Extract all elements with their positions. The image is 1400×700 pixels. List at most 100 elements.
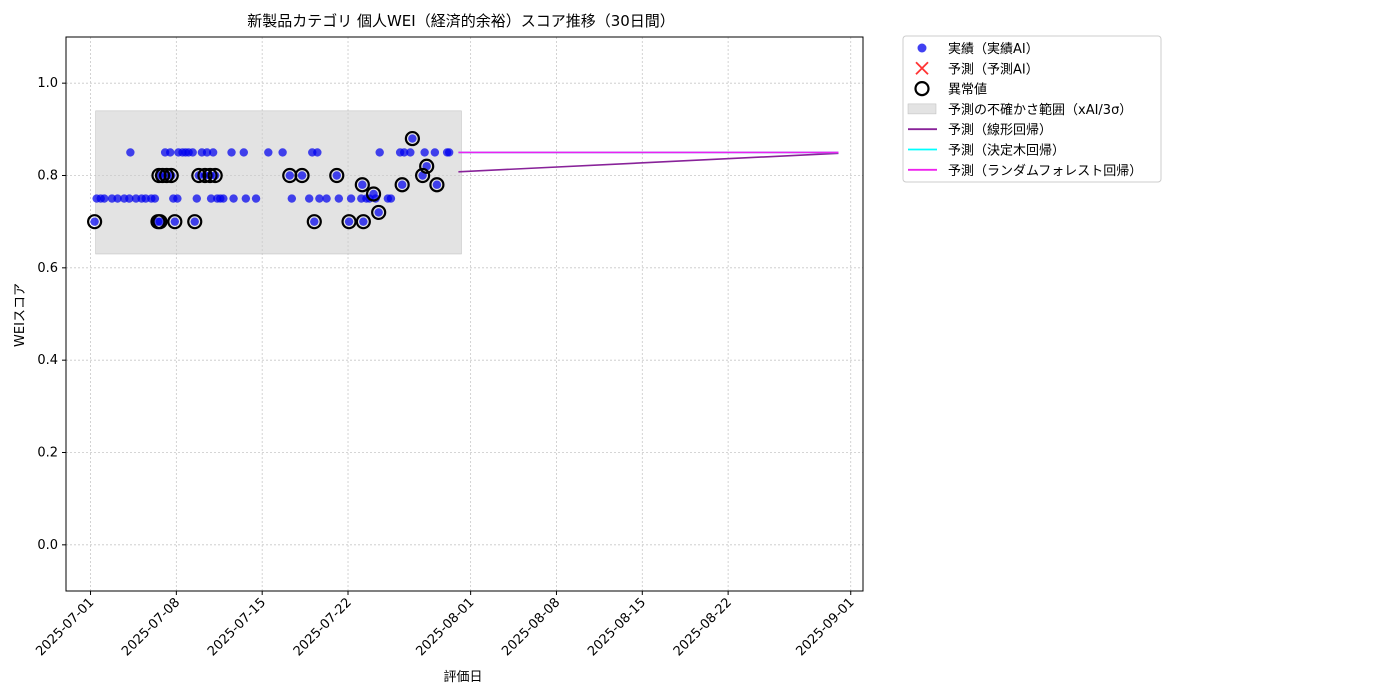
data-point <box>359 217 368 226</box>
anomaly-point <box>154 167 171 184</box>
data-point <box>166 148 175 157</box>
data-point <box>408 134 417 143</box>
anomaly-point <box>371 204 387 221</box>
legend-label: 予測（予測AI） <box>948 62 1039 77</box>
data-point <box>125 194 134 203</box>
data-point <box>202 148 212 157</box>
data-point <box>192 194 201 203</box>
data-point <box>100 194 109 203</box>
anomaly-point <box>306 214 322 230</box>
x-tick-label: 2025-07-15 <box>205 595 269 659</box>
legend-label: 異常値 <box>948 82 987 98</box>
legend-label: 予測（ランダムフォレスト回帰） <box>948 163 1142 179</box>
data-point <box>173 194 182 203</box>
data-point <box>322 194 331 203</box>
legend-label: 予測（線形回帰） <box>948 122 1052 138</box>
data-point <box>344 217 354 226</box>
legend-label: 予測（決定木回帰） <box>948 143 1065 159</box>
anomaly-point <box>419 158 435 174</box>
anomaly-point <box>167 214 183 230</box>
data-point <box>285 171 294 180</box>
y-tick-label: 0.0 <box>37 538 58 553</box>
data-point <box>208 148 218 157</box>
data-point <box>444 148 454 157</box>
legend-marker-forecast <box>915 61 929 75</box>
anomaly-point <box>429 177 445 193</box>
anomaly-point <box>294 167 310 184</box>
anomaly-point <box>341 214 357 230</box>
y-tick-label: 1.0 <box>37 76 58 91</box>
y-tick-label: 0.2 <box>37 446 58 461</box>
data-point <box>332 171 341 180</box>
anomaly-point <box>355 214 371 230</box>
anomaly-point <box>404 130 420 147</box>
data-point <box>251 194 261 203</box>
anomaly-point <box>202 167 218 184</box>
data-point <box>188 148 197 157</box>
anomaly-point <box>87 214 103 230</box>
data-point <box>304 194 314 203</box>
data-point <box>241 194 251 203</box>
anomaly-point <box>329 167 345 184</box>
anomaly-point <box>159 167 175 184</box>
data-point <box>90 217 99 226</box>
data-point <box>150 194 160 203</box>
data-point <box>374 208 383 217</box>
x-tick-label: 2025-08-01 <box>413 595 477 659</box>
y-axis-label: WEIスコア <box>13 283 28 347</box>
data-point <box>406 148 415 157</box>
uncertainty-band <box>95 110 462 255</box>
data-point <box>310 217 319 226</box>
data-point <box>239 148 248 157</box>
data-point <box>400 148 409 157</box>
data-point <box>206 194 216 203</box>
legend-label: 実績（実績AI） <box>948 41 1039 57</box>
data-point <box>297 171 307 180</box>
series-line-3 <box>458 152 839 173</box>
anomaly-point <box>207 167 223 184</box>
plot-frame <box>65 36 864 592</box>
data-point <box>358 180 367 189</box>
data-point <box>346 194 356 203</box>
chart-title: 新製品カテゴリ 個人WEI（経済的余裕）スコア推移（30日間） <box>247 12 675 30</box>
anomaly-point <box>191 167 207 184</box>
data-point <box>287 194 297 203</box>
legend-label: 予測の不確かさ範囲（xAI/3σ） <box>948 102 1132 118</box>
data-point <box>430 148 440 157</box>
data-point <box>126 148 135 157</box>
data-point <box>190 217 199 226</box>
legend-marker-anomaly <box>914 80 930 97</box>
anomaly-point <box>152 214 168 230</box>
anomaly-point <box>163 167 179 184</box>
plot-area: 0.0 0.2 0.4 0.6 0.8 1.0 2025-07-01 2025-07-08 20… <box>33 36 864 659</box>
data-point <box>432 180 442 189</box>
x-axis-label: 評価日 <box>443 670 482 685</box>
y-tick-label: 0.4 <box>37 353 58 368</box>
data-point <box>229 194 238 203</box>
legend-marker-band <box>907 103 937 115</box>
x-tick-label: 2025-07-08 <box>119 595 183 659</box>
legend-marker-actual <box>917 43 927 53</box>
x-tick-label: 2025-08-08 <box>499 595 563 659</box>
data-point <box>386 194 396 203</box>
x-tick-label: 2025-07-22 <box>291 595 355 659</box>
x-tick-label: 2025-08-22 <box>671 595 735 659</box>
y-tick-label: 0.6 <box>37 261 58 276</box>
anomaly-point <box>187 214 203 230</box>
data-point <box>375 148 384 157</box>
data-point <box>278 148 287 157</box>
anomaly-point <box>365 186 382 202</box>
data-point <box>227 148 236 157</box>
x-tick-label: 2025-09-01 <box>794 595 858 659</box>
data-point <box>113 194 122 203</box>
data-point <box>170 217 180 226</box>
data-point <box>264 148 273 157</box>
legend-box <box>902 35 1162 183</box>
x-tick-label: 2025-08-15 <box>585 595 649 659</box>
anomaly-point <box>415 167 431 184</box>
data-point <box>420 148 429 157</box>
y-tick-label: 0.8 <box>37 169 58 184</box>
data-point <box>219 194 228 203</box>
anomaly-point <box>197 167 213 184</box>
